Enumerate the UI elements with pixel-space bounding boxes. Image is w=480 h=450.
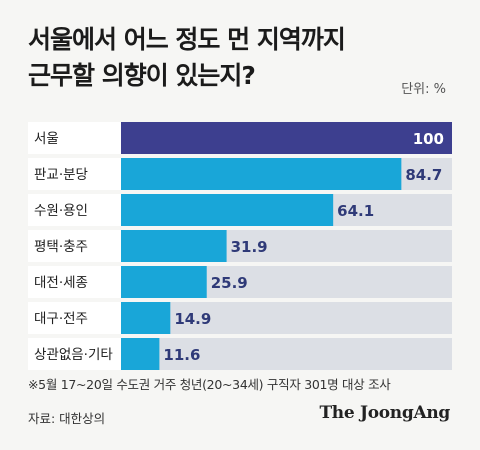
category-cell [28, 266, 121, 298]
category-label: 대구·전주 [34, 311, 88, 327]
bar [121, 122, 452, 154]
category-cell [28, 302, 121, 334]
chart-title: 서울에서 어느 정도 먼 지역까지 근무할 의향이 있는지? [28, 22, 368, 94]
value-label: 31.9 [231, 238, 268, 256]
bar-track [121, 338, 452, 370]
category-label: 평택·충주 [34, 239, 88, 255]
category-cell [28, 338, 121, 370]
survey-note: ※5월 17~20일 수도권 거주 청년(20~34세) 구직자 301명 대상… [28, 377, 391, 392]
title-line-2: 근무할 의향이 있는지? [28, 61, 256, 90]
category-label: 수원·용인 [34, 203, 88, 219]
value-label: 25.9 [211, 274, 248, 292]
publisher-logo: The JoongAng [319, 403, 450, 423]
value-label: 64.1 [337, 202, 374, 220]
value-label: 84.7 [405, 166, 442, 184]
bar [121, 302, 171, 334]
category-label: 서울 [34, 131, 59, 147]
category-cell [28, 230, 121, 262]
category-cell [28, 158, 121, 190]
value-label: 11.6 [163, 346, 200, 364]
value-label: 14.9 [174, 310, 211, 328]
category-label: 상관없음·기타 [34, 347, 113, 363]
source-label: 자료: 대한상의 [28, 411, 106, 426]
title-line-1: 서울에서 어느 정도 먼 지역까지 [28, 25, 346, 54]
category-cell [28, 122, 121, 154]
bar [121, 230, 227, 262]
category-cell [28, 194, 121, 226]
value-label: 100 [413, 130, 444, 148]
bar [121, 194, 334, 226]
category-label: 판교·분당 [34, 167, 88, 183]
category-label: 대전·세종 [34, 275, 88, 291]
bar [121, 158, 402, 190]
bar [121, 338, 160, 370]
bar-track [121, 302, 452, 334]
bar [121, 266, 207, 298]
unit-label: 단위: % [401, 82, 446, 97]
